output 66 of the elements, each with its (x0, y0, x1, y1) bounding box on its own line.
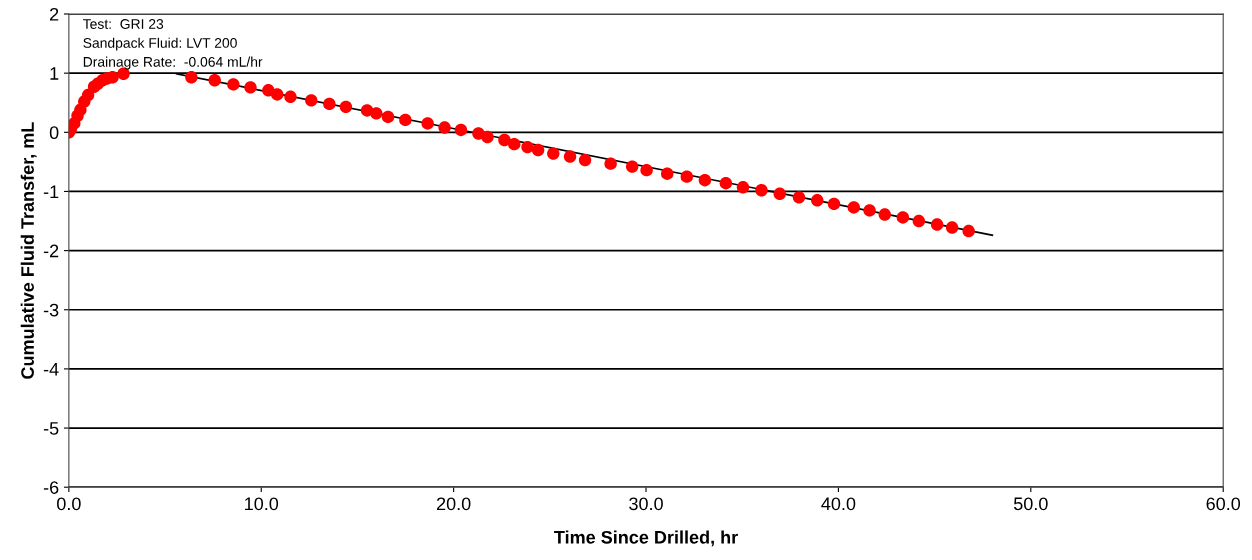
point (945, 221, 959, 234)
y-tick-label: 1 (50, 67, 59, 80)
point (521, 140, 534, 154)
x-tick-label: 30.0 (629, 497, 663, 511)
point (531, 143, 545, 157)
y-tick-label: 0 (49, 126, 59, 140)
y-tick-label: -4 (43, 363, 59, 376)
point (962, 224, 975, 238)
point (878, 208, 891, 221)
y-tick-label: -1 (43, 185, 59, 198)
point (930, 218, 944, 231)
point (185, 71, 198, 84)
annotation: Sandpack Fluid: LVT 200 (83, 37, 237, 51)
point (208, 74, 221, 87)
point (863, 204, 876, 217)
point (323, 97, 336, 111)
point (698, 174, 712, 187)
point (625, 160, 639, 173)
y-tick-label: -6 (43, 481, 59, 494)
point (827, 197, 841, 211)
point (438, 121, 451, 134)
point (305, 94, 318, 107)
point (792, 191, 806, 204)
point (339, 100, 353, 114)
point (604, 157, 617, 170)
point (912, 214, 926, 228)
x-tick-label: 60.0 (1206, 497, 1241, 511)
annotation: Test: GRI 23 (83, 19, 164, 29)
point (719, 176, 733, 190)
point (244, 81, 257, 94)
point (454, 123, 468, 137)
point (811, 194, 824, 207)
point (508, 137, 521, 151)
point (370, 107, 383, 120)
point (680, 170, 694, 183)
y-tick-label: -3 (43, 303, 59, 317)
x-tick-label: 40.0 (821, 497, 856, 511)
point (660, 167, 674, 180)
point (563, 150, 577, 163)
point (736, 181, 750, 194)
y-tick-label: 2 (50, 7, 59, 21)
point (81, 88, 95, 102)
point (847, 201, 861, 214)
point (271, 88, 284, 101)
point (773, 187, 786, 201)
x-tick-label: 50.0 (1013, 497, 1048, 511)
x-tick-label: 0.0 (57, 497, 81, 511)
point (284, 90, 297, 104)
annotation: Drainage Rate: -0.064 mL/hr (83, 56, 263, 70)
x-axis-title: Time Since Drilled, hr (554, 530, 738, 547)
point (227, 78, 240, 91)
y-tick-label: -2 (43, 244, 59, 258)
y-axis-title: Cumulative Fluid Transfer, mL (20, 122, 37, 379)
y-tick-label: -5 (43, 422, 59, 435)
point (421, 117, 434, 130)
point (547, 147, 560, 160)
point (640, 163, 653, 177)
point (399, 113, 412, 127)
x-tick-label: 10.0 (245, 497, 279, 511)
point (498, 133, 511, 147)
point (578, 153, 592, 167)
x-tick-label: 20.0 (436, 497, 471, 511)
point (481, 130, 494, 144)
point (896, 211, 910, 224)
point (755, 184, 768, 197)
point (381, 110, 395, 124)
